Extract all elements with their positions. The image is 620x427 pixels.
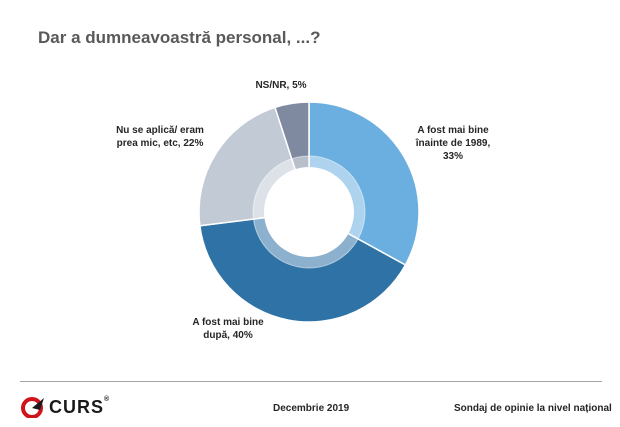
donut-slice-1 [199,211,407,323]
footer-source: Sondaj de opinie la nivel național [454,403,612,414]
curs-logo-icon [21,397,44,418]
slice-label-after: A fost mai bine după, 40% [192,317,264,341]
logo-registered-mark: ® [104,396,110,403]
slice-label-ns-nr: NS/NR, 5% [255,80,307,91]
curs-logo: CURS ® [20,394,109,420]
slice-label-before-1989: A fost mai bine înainte de 1989, 33% [415,125,491,162]
footer-date: Decembrie 2019 [273,403,350,414]
slice-label-not-applicable: Nu se aplică/ eram prea mic, etc, 22% [116,125,204,149]
footer-divider [20,381,602,382]
chart-title: Dar a dumneavoastră personal, ...? [38,28,321,47]
logo-text: CURS [49,396,105,417]
donut-hole [264,167,354,257]
